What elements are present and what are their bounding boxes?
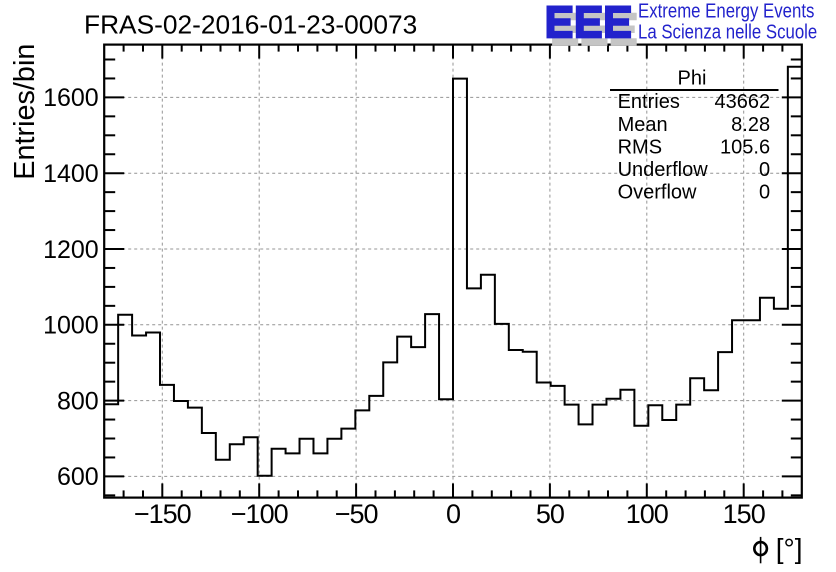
svg-text:1000: 1000 (43, 312, 99, 340)
svg-text:1200: 1200 (43, 236, 99, 264)
svg-text:50: 50 (536, 499, 564, 529)
svg-text:Mean: Mean (618, 114, 668, 136)
svg-text:100: 100 (626, 499, 668, 529)
svg-text:Entries/bin: Entries/bin (9, 44, 41, 180)
svg-text:1400: 1400 (43, 160, 99, 188)
svg-text:0: 0 (759, 182, 770, 204)
svg-text:[°]: [°] (770, 533, 802, 564)
svg-text:Underflow: Underflow (618, 159, 709, 181)
svg-text:Overflow: Overflow (618, 182, 697, 204)
svg-text:−100: −100 (231, 499, 288, 529)
svg-text:FRAS-02-2016-01-23-00073: FRAS-02-2016-01-23-00073 (84, 9, 417, 39)
svg-text:0: 0 (446, 499, 460, 529)
svg-text:43662: 43662 (714, 91, 770, 113)
svg-text:−150: −150 (134, 499, 191, 529)
svg-text:Extreme Energy Events: Extreme Energy Events (638, 0, 814, 22)
svg-text:Entries: Entries (618, 91, 680, 113)
svg-text:8.28: 8.28 (731, 114, 770, 136)
svg-text:105.6: 105.6 (720, 136, 770, 158)
svg-text:−50: −50 (335, 499, 378, 529)
svg-text:0: 0 (759, 159, 770, 181)
svg-text:La Scienza nelle Scuole: La Scienza nelle Scuole (638, 20, 817, 43)
svg-text:150: 150 (723, 499, 765, 529)
svg-text:600: 600 (57, 463, 99, 491)
svg-text:RMS: RMS (618, 136, 662, 158)
svg-text:800: 800 (57, 387, 99, 415)
svg-text:1600: 1600 (43, 84, 99, 112)
svg-text:Phi: Phi (678, 67, 707, 89)
